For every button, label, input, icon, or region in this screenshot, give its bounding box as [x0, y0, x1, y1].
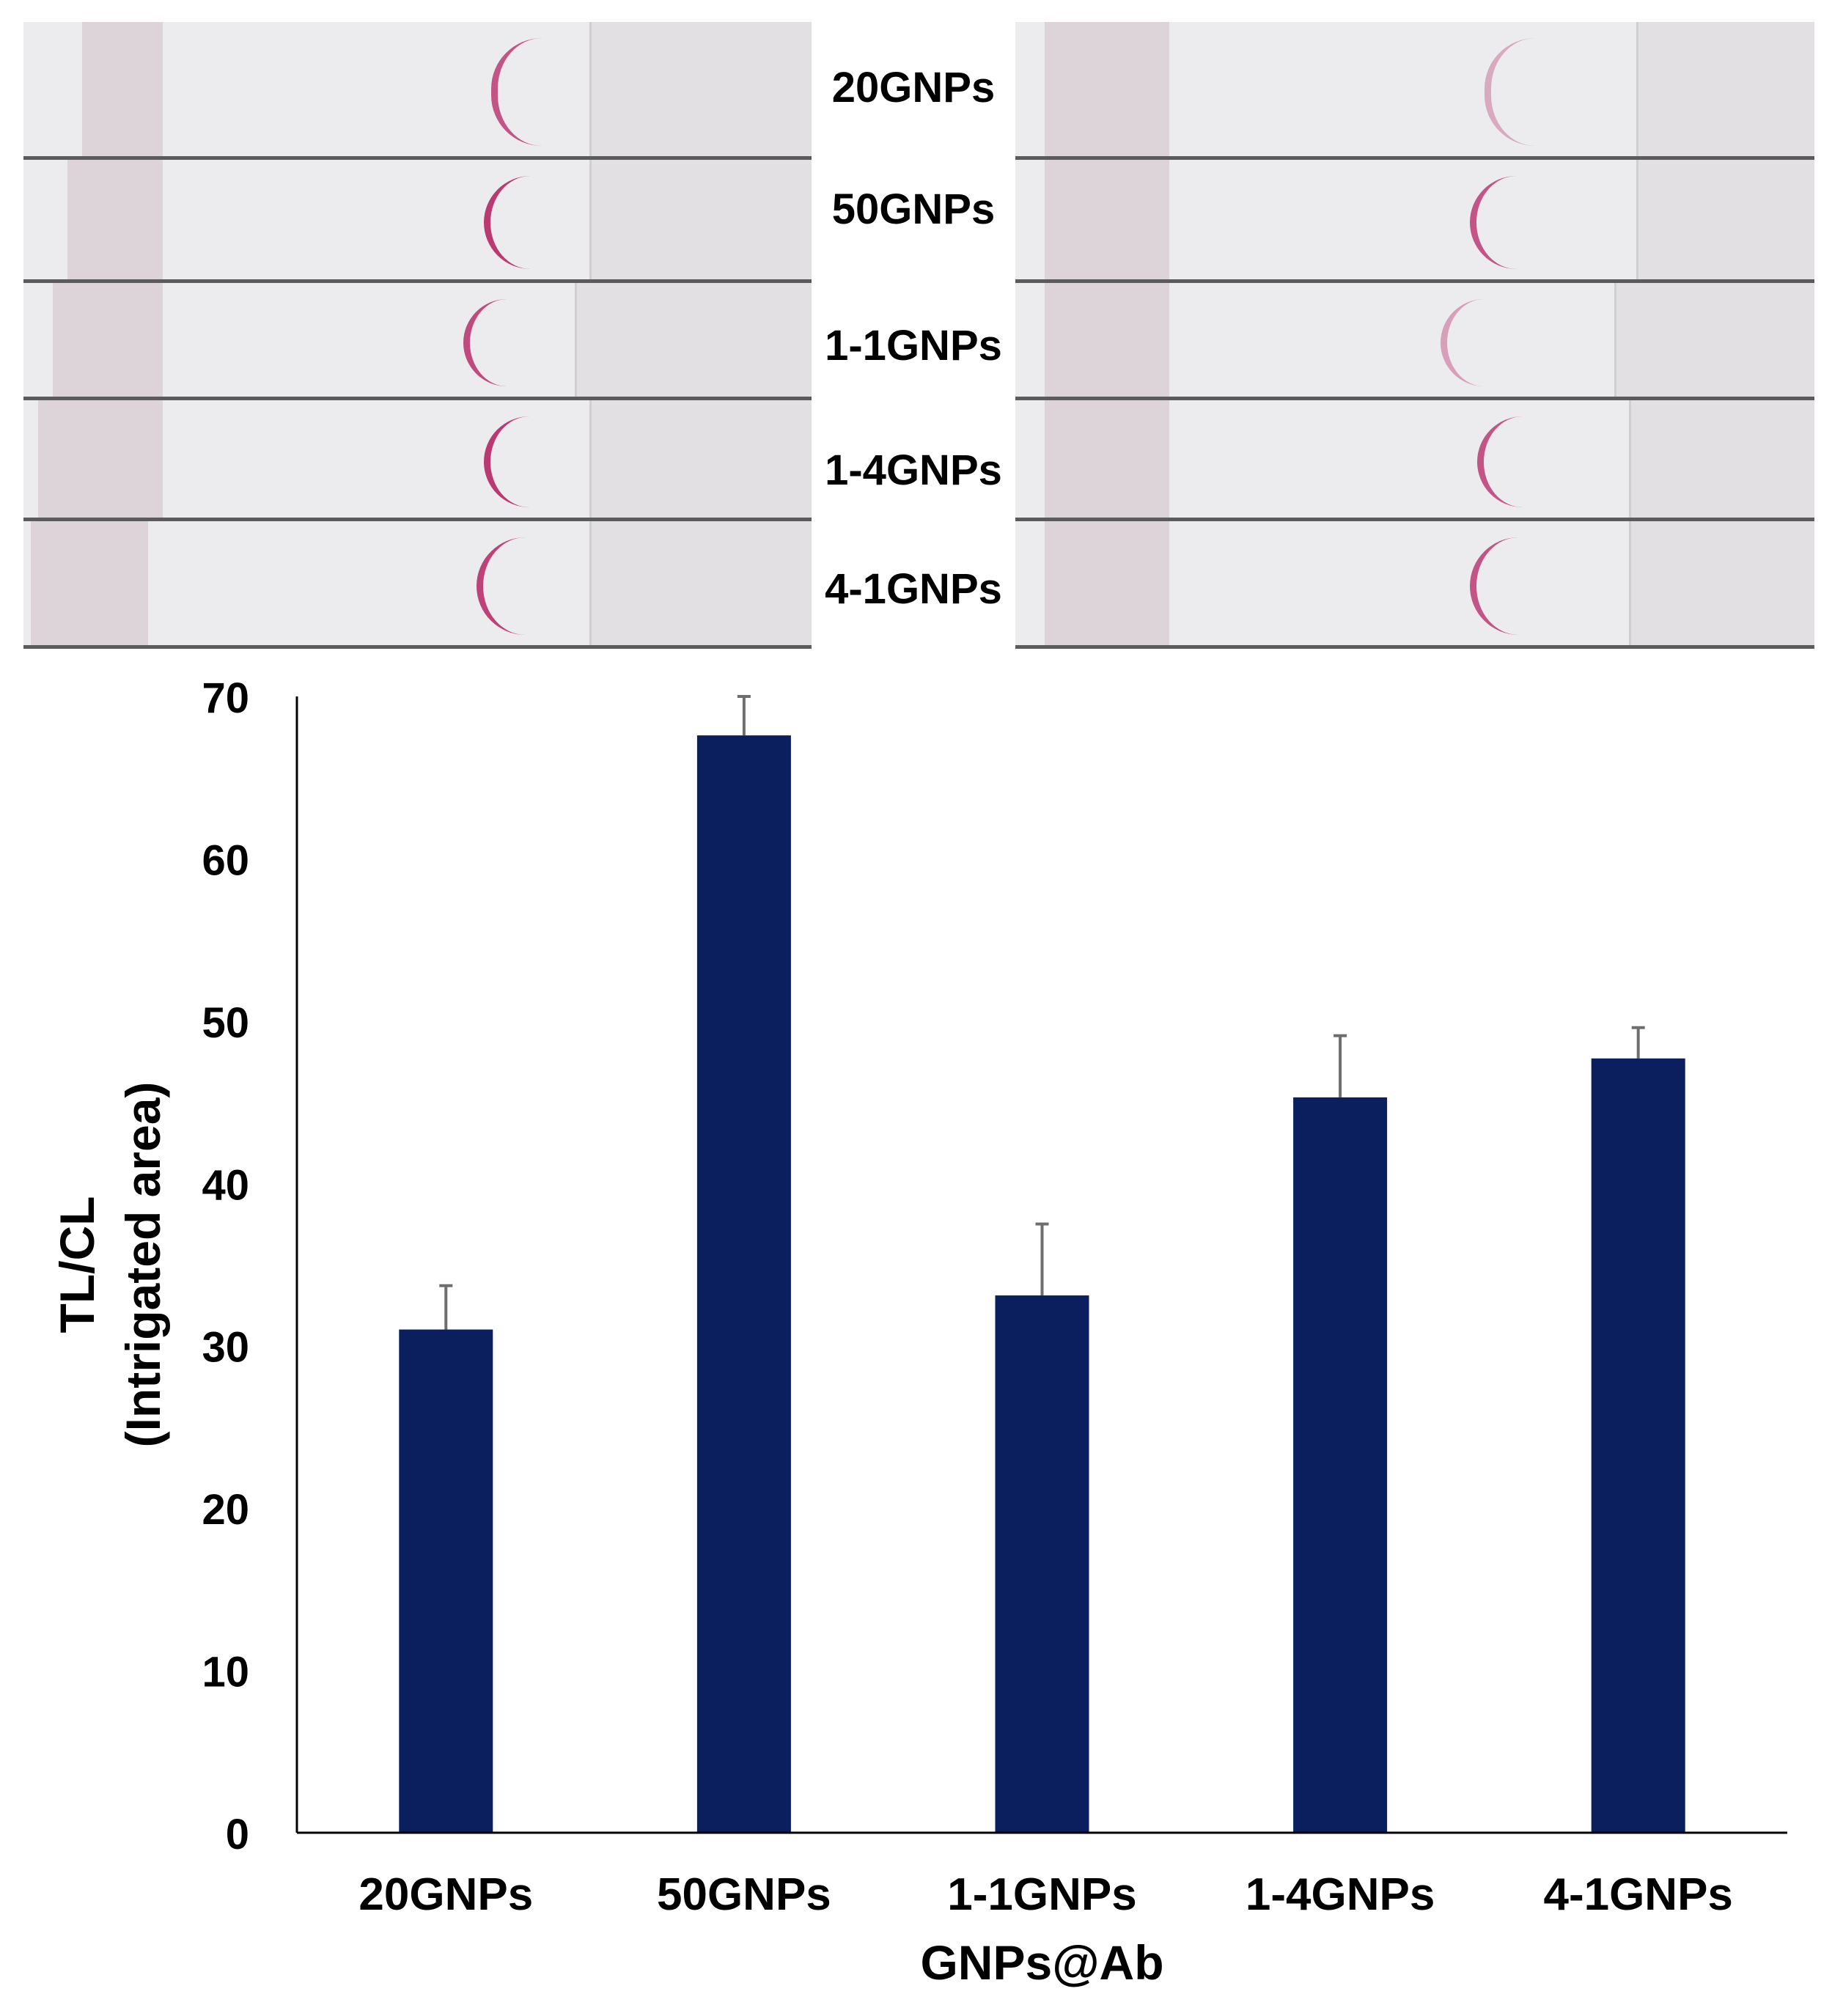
bar	[696, 735, 791, 1833]
x-axis-tick-labels: 20GNPs 50GNPs 1-1GNPs 1-4GNPs 4-1GNPs	[358, 1869, 1733, 1920]
x-tick-label: 1-1GNPs	[947, 1869, 1136, 1920]
test-strip	[23, 283, 812, 400]
absorbent-pad	[575, 283, 812, 397]
test-strip	[1015, 22, 1814, 160]
test-strip	[23, 521, 812, 649]
test-line	[1477, 416, 1528, 507]
sample-pad	[53, 283, 163, 397]
y-axis-title: TL/CL (Intrigated area)	[50, 1082, 170, 1448]
absorbent-pad	[589, 22, 812, 156]
sample-pad	[1045, 400, 1169, 518]
x-tick-label: 20GNPs	[358, 1869, 533, 1920]
x-axis-title: GNPs@Ab	[920, 1935, 1163, 1990]
test-line	[477, 537, 527, 635]
sample-pad	[67, 160, 163, 279]
error-bars	[439, 695, 1645, 1330]
absorbent-pad	[1636, 22, 1814, 156]
bar	[1293, 1097, 1388, 1833]
test-line	[1441, 299, 1491, 386]
test-strip	[23, 160, 812, 283]
test-strips-photo-left	[23, 22, 812, 649]
test-strip	[23, 400, 812, 521]
sample-pad	[82, 22, 163, 156]
absorbent-pad	[1629, 521, 1814, 645]
absorbent-pad	[589, 160, 812, 279]
absorbent-pad	[1636, 160, 1814, 279]
strip-label: 1-1GNPs	[825, 322, 1002, 369]
bar	[1591, 1058, 1685, 1833]
x-tick-label: 50GNPs	[657, 1869, 831, 1920]
sample-pad	[1045, 521, 1169, 645]
sample-pad	[31, 521, 148, 645]
strip-labels: 20GNPs 50GNPs 1-1GNPs 1-4GNPs 4-1GNPs	[812, 22, 1015, 649]
y-tick-label: 50	[202, 999, 249, 1047]
y-tick-label: 10	[202, 1649, 249, 1696]
sample-pad	[1045, 283, 1169, 397]
absorbent-pad	[589, 400, 812, 518]
strip-label: 20GNPs	[831, 64, 996, 111]
test-strip	[1015, 521, 1814, 649]
x-tick-label: 4-1GNPs	[1543, 1869, 1732, 1920]
test-line	[1470, 176, 1520, 269]
bar-chart: 0 10 20 30 40 50 60 70 20GNPs 50GNPs 1-1GNPs 1-4GN…	[50, 674, 1787, 1990]
test-line	[484, 176, 534, 269]
test-line	[484, 416, 534, 507]
strip-label: 50GNPs	[831, 185, 996, 233]
test-line	[463, 299, 514, 386]
test-line	[1485, 38, 1535, 146]
bars	[399, 735, 1685, 1833]
sample-pad	[1045, 22, 1169, 156]
y-axis-ticks: 0 10 20 30 40 50 60 70	[202, 674, 249, 1858]
test-strip	[23, 22, 812, 160]
strip-label: 4-1GNPs	[825, 565, 1002, 613]
y-tick-label: 0	[226, 1811, 249, 1858]
bar	[399, 1329, 493, 1833]
y-tick-label: 30	[202, 1324, 249, 1372]
strip-label: 1-4GNPs	[825, 446, 1002, 494]
y-axis-title-line-2: (Intrigated area)	[116, 1082, 170, 1448]
y-tick-label: 60	[202, 836, 249, 884]
sample-pad	[1045, 160, 1169, 279]
test-strip	[1015, 283, 1814, 400]
y-tick-label: 40	[202, 1161, 249, 1209]
sample-pad	[38, 400, 163, 518]
x-tick-label: 1-4GNPs	[1246, 1869, 1435, 1920]
bar	[995, 1295, 1089, 1833]
test-line	[491, 38, 542, 146]
y-axis-title-line-1: TL/CL	[50, 1196, 104, 1333]
test-strips-photo-right	[1015, 22, 1814, 649]
test-line	[1470, 537, 1520, 635]
absorbent-pad	[1614, 283, 1814, 397]
y-tick-label: 70	[202, 674, 249, 722]
y-tick-label: 20	[202, 1486, 249, 1534]
test-strip	[1015, 400, 1814, 521]
absorbent-pad	[589, 521, 812, 645]
test-strip	[1015, 160, 1814, 283]
absorbent-pad	[1629, 400, 1814, 518]
